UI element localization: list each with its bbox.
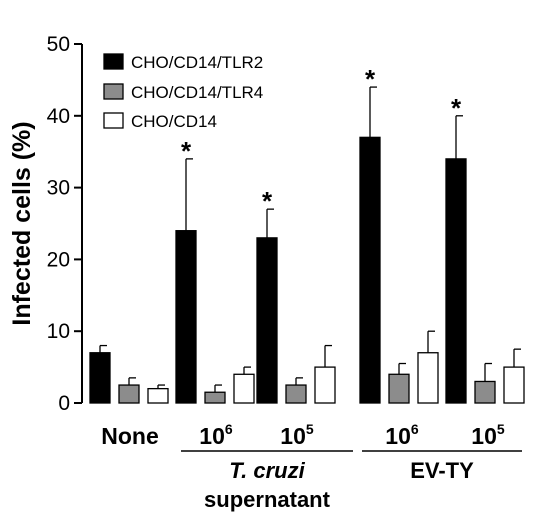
significance-star: * [181, 136, 192, 166]
y-axis: 0 10 20 30 40 50 [47, 33, 83, 415]
legend-swatch [103, 53, 124, 70]
legend: CHO/CD14/TLR2 CHO/CD14/TLR4 CHO/CD14 [103, 53, 263, 131]
y-tick-label: 20 [47, 248, 70, 271]
group-label: EV-TY [410, 458, 474, 483]
y-axis-title: Infected cells (%) [8, 121, 36, 325]
legend-swatch [103, 83, 124, 100]
legend-label: CHO/CD14/TLR4 [131, 83, 263, 102]
y-tick-label: 10 [47, 320, 70, 343]
bar [175, 230, 197, 404]
bar [359, 136, 381, 404]
significance-markers: * * * * [181, 64, 462, 216]
bar [147, 387, 169, 404]
x-category-label: 106 [199, 421, 233, 449]
x-category-label: 105 [471, 421, 505, 449]
x-axis-labels: None 106 105 106 105 [101, 421, 505, 449]
x-category-label: 105 [280, 421, 314, 449]
group-labels: T. cruzi supernatant EV-TY [181, 450, 522, 512]
bar [388, 373, 410, 404]
significance-star: * [262, 186, 273, 216]
bar [89, 352, 111, 404]
legend-label: CHO/CD14/TLR2 [131, 53, 263, 72]
bar [445, 158, 467, 404]
bar [417, 352, 439, 404]
significance-star: * [365, 64, 376, 94]
bar [314, 366, 336, 404]
bar [118, 384, 140, 404]
y-tick-label: 50 [47, 33, 70, 56]
bar [233, 373, 255, 404]
significance-star: * [451, 93, 462, 123]
legend-label: CHO/CD14 [131, 112, 217, 131]
bar [285, 384, 307, 404]
bar [204, 391, 226, 404]
group-label: supernatant [204, 487, 331, 512]
x-category-label: 106 [385, 421, 419, 449]
y-tick-label: 0 [58, 392, 70, 415]
y-tick-label: 40 [47, 105, 70, 128]
bar [474, 380, 496, 404]
x-category-label: None [101, 423, 159, 449]
y-tick-label: 30 [47, 177, 70, 200]
bar [503, 366, 525, 404]
group-label-italic: T. cruzi [229, 458, 305, 483]
legend-swatch [103, 112, 124, 129]
bars [89, 86, 525, 404]
bar [256, 237, 278, 404]
